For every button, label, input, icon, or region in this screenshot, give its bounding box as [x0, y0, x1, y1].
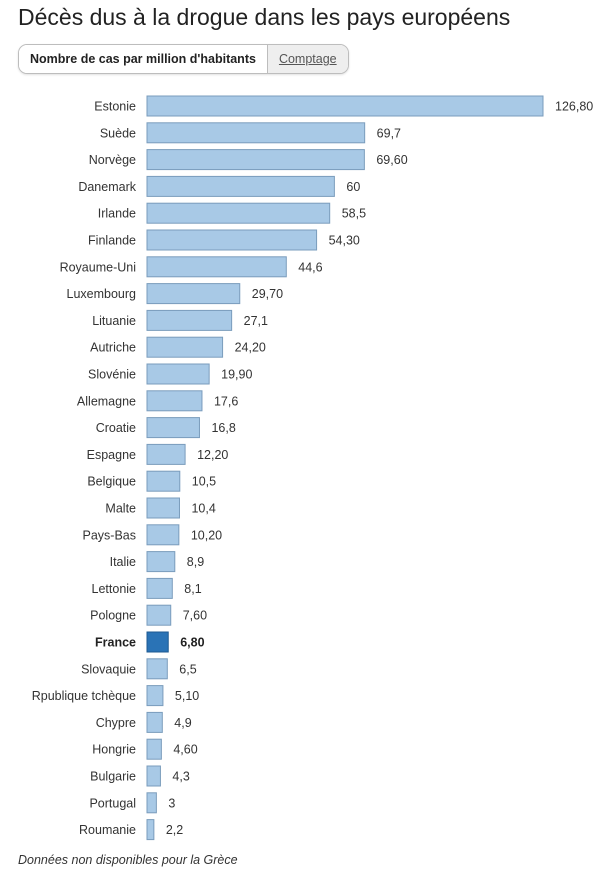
bar-lettonie: [146, 577, 173, 599]
bar-slovenie: [146, 363, 210, 385]
category-label-irlande: Irlande: [98, 207, 136, 221]
value-label-danemark: 60: [346, 180, 360, 194]
bar-chypre: [146, 711, 163, 733]
bar-norvege: [146, 149, 365, 171]
category-label-luxembourg: Luxembourg: [67, 287, 137, 301]
category-label-bulgarie: Bulgarie: [90, 770, 136, 784]
bar-belgique: [146, 470, 181, 492]
bar-roumanie: [146, 819, 155, 841]
value-label-chypre: 4,9: [174, 716, 191, 730]
value-label-suede: 69,7: [377, 126, 401, 140]
value-label-allemagne: 17,6: [214, 394, 238, 408]
value-label-espagne: 12,20: [197, 448, 228, 462]
category-label-portugal: Portugal: [89, 796, 136, 810]
bar-autriche: [146, 336, 224, 358]
page-title: Décès dus à la drogue dans les pays euro…: [18, 4, 511, 30]
value-label-pays-bas: 10,20: [191, 528, 222, 542]
category-label-italie: Italie: [110, 555, 136, 569]
bar-finlande: [146, 229, 318, 251]
value-label-finlande: 54,30: [329, 234, 360, 248]
bar-pologne: [146, 604, 172, 626]
value-label-estonie: 126,80: [555, 100, 593, 114]
category-label-slovenie: Slovénie: [88, 368, 136, 382]
category-label-france: France: [95, 636, 136, 650]
category-label-pologne: Pologne: [90, 609, 136, 623]
category-label-lituanie: Lituanie: [92, 314, 136, 328]
metric-tabs: Nombre de cas par million d'habitants Co…: [18, 44, 349, 74]
bar-hongrie: [146, 738, 162, 760]
bar-luxembourg: [146, 283, 241, 305]
category-label-slovaquie: Slovaquie: [81, 662, 136, 676]
category-label-estonie: Estonie: [94, 100, 136, 114]
value-label-luxembourg: 29,70: [252, 287, 283, 301]
category-label-roumanie: Roumanie: [79, 823, 136, 837]
footnote: Données non disponibles pour la Grèce: [18, 853, 238, 867]
value-label-norvege: 69,60: [376, 153, 407, 167]
value-label-slovaquie: 6,5: [179, 662, 196, 676]
value-label-hongrie: 4,60: [173, 743, 197, 757]
value-label-bulgarie: 4,3: [172, 770, 189, 784]
bar-irlande: [146, 202, 331, 224]
category-label-suede: Suède: [100, 126, 136, 140]
bar-allemagne: [146, 390, 203, 412]
tab-count[interactable]: Comptage: [266, 45, 348, 73]
value-label-royaume-uni: 44,6: [298, 260, 322, 274]
value-label-portugal: 3: [168, 796, 175, 810]
category-label-pays-bas: Pays-Bas: [83, 528, 137, 542]
bar-pays-bas: [146, 524, 180, 546]
category-label-danemark: Danemark: [78, 180, 136, 194]
value-label-france: 6,80: [180, 636, 204, 650]
category-label-hongrie: Hongrie: [92, 743, 136, 757]
bar-portugal: [146, 792, 157, 814]
bar-slovaquie: [146, 658, 168, 680]
value-label-italie: 8,9: [187, 555, 204, 569]
tab-cases-per-million[interactable]: Nombre de cas par million d'habitants: [19, 45, 267, 73]
value-label-rpublique-tcheque: 5,10: [175, 689, 199, 703]
category-label-croatie: Croatie: [96, 421, 136, 435]
value-label-belgique: 10,5: [192, 475, 216, 489]
category-label-norvege: Norvège: [89, 153, 136, 167]
category-label-belgique: Belgique: [87, 475, 136, 489]
bar-estonie: [146, 95, 544, 117]
category-label-chypre: Chypre: [96, 716, 136, 730]
bar-lituanie: [146, 309, 233, 331]
bar-royaume-uni: [146, 256, 287, 278]
category-label-rpublique-tcheque: Rpublique tchèque: [32, 689, 136, 703]
value-label-malte: 10,4: [191, 502, 215, 516]
category-label-finlande: Finlande: [88, 234, 136, 248]
value-label-roumanie: 2,2: [166, 823, 183, 837]
category-label-espagne: Espagne: [87, 448, 136, 462]
value-label-autriche: 24,20: [235, 341, 266, 355]
bar-croatie: [146, 417, 200, 439]
category-label-autriche: Autriche: [90, 341, 136, 355]
category-label-allemagne: Allemagne: [77, 394, 136, 408]
bar-malte: [146, 497, 180, 519]
value-label-lettonie: 8,1: [184, 582, 201, 596]
value-label-croatie: 16,8: [211, 421, 235, 435]
bar-suede: [146, 122, 366, 144]
bar-france: [146, 631, 169, 653]
category-label-malte: Malte: [105, 502, 136, 516]
value-label-slovenie: 19,90: [221, 368, 252, 382]
category-label-lettonie: Lettonie: [92, 582, 137, 596]
value-label-irlande: 58,5: [342, 207, 366, 221]
bar-danemark: [146, 175, 335, 197]
category-label-royaume-uni: Royaume-Uni: [60, 260, 136, 274]
bar-espagne: [146, 443, 186, 465]
bar-rpublique-tcheque: [146, 685, 164, 707]
bar-italie: [146, 551, 176, 573]
value-label-lituanie: 27,1: [244, 314, 268, 328]
bar-bulgarie: [146, 765, 161, 787]
value-label-pologne: 7,60: [183, 609, 207, 623]
